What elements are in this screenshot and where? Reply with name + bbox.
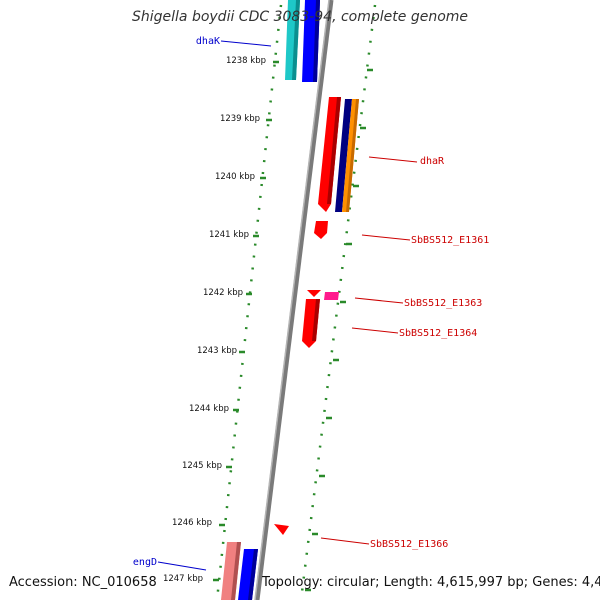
gene-feature-blue-shade — [313, 0, 320, 82]
gene-label-E1364[interactable]: SbBS512_E1364 — [399, 328, 477, 339]
gene-callout-lines — [157, 40, 418, 571]
gene-label-dhaK[interactable]: dhaK — [196, 36, 220, 47]
gene-labels: dhaK dhaR SbBS512_E1361 SbBS512_E1363 Sb… — [133, 36, 489, 568]
gene-feature-E1363-small[interactable] — [307, 290, 321, 297]
scale-label-1246: 1246 kbp — [172, 518, 212, 528]
scale-label-1247: 1247 kbp — [163, 574, 203, 584]
scale-label-1245: 1245 kbp — [182, 461, 222, 471]
scale-label-1239: 1239 kbp — [220, 114, 260, 124]
gene-feature-blue-bottom-shade — [248, 549, 258, 600]
map-title: Shigella boydii CDC 3083-94, complete ge… — [131, 9, 469, 25]
gene-label-dhaR[interactable]: dhaR — [420, 156, 445, 167]
left-scale-line — [215, 4, 283, 600]
gene-label-E1366[interactable]: SbBS512_E1366 — [370, 539, 448, 550]
right-scale-ticks — [305, 68, 373, 592]
gene-dhaK-features[interactable] — [285, 0, 320, 82]
gene-feature-E1366[interactable] — [274, 524, 289, 535]
scale-label-1240: 1240 kbp — [215, 172, 255, 182]
accession-label: Accession: NC_010658 — [9, 575, 157, 590]
scale-label-1242: 1242 kbp — [203, 288, 243, 298]
gene-label-E1363[interactable]: SbBS512_E1363 — [404, 298, 482, 309]
gene-feature-E1364-shade — [312, 299, 320, 341]
gene-engD-features[interactable] — [221, 542, 258, 600]
scale-labels: 1238 kbp 1239 kbp 1240 kbp 1241 kbp 1242… — [163, 56, 266, 584]
scale-label-1241: 1241 kbp — [209, 230, 249, 240]
gene-feature-orange-shade — [346, 99, 359, 212]
gene-feature-red-large-shade — [327, 97, 341, 204]
gene-dhaR-features[interactable] — [318, 97, 359, 212]
topology-label: Topology: circular; Length: 4,615,997 bp… — [262, 575, 600, 590]
gene-feature-cyan-shade — [292, 0, 300, 80]
genome-backbone — [254, 0, 334, 600]
gene-feature-E1363[interactable] — [324, 292, 339, 300]
scale-label-1244: 1244 kbp — [189, 404, 229, 414]
gene-label-engD[interactable]: engD — [133, 557, 157, 568]
gene-feature-E1361[interactable] — [314, 221, 328, 239]
backbone-highlight — [254, 0, 330, 600]
scale-label-1238: 1238 kbp — [226, 56, 266, 66]
scale-label-1243: 1243 kbp — [197, 346, 237, 356]
gene-feature-pink-shade — [231, 542, 241, 600]
left-scale-ticks — [213, 60, 279, 582]
gene-label-E1361[interactable]: SbBS512_E1361 — [411, 235, 489, 246]
gene-feature-navy[interactable] — [335, 99, 352, 212]
